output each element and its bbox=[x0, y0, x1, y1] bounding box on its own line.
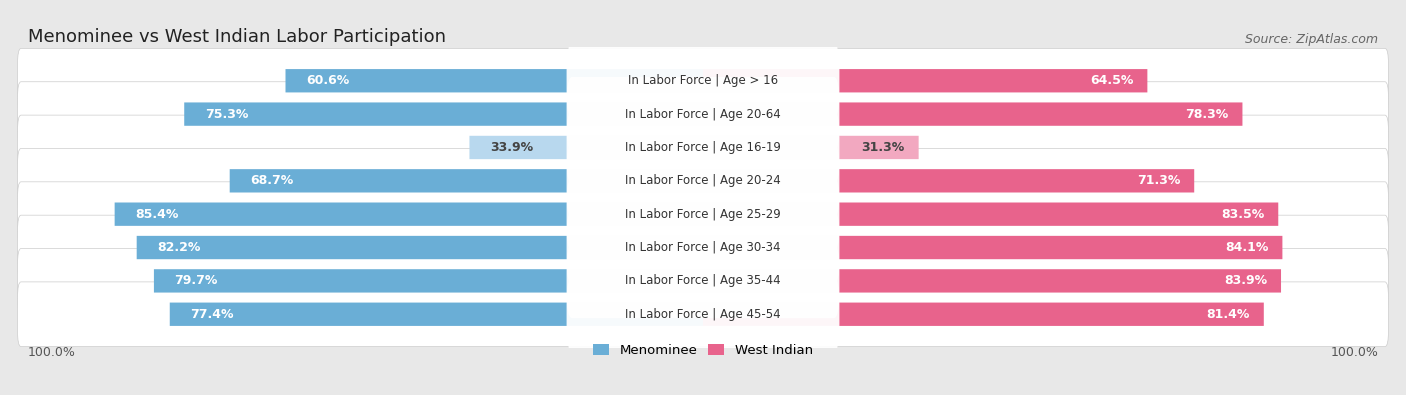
FancyBboxPatch shape bbox=[153, 269, 703, 293]
FancyBboxPatch shape bbox=[285, 69, 703, 92]
FancyBboxPatch shape bbox=[17, 82, 1389, 147]
Text: 81.4%: 81.4% bbox=[1206, 308, 1250, 321]
Text: 100.0%: 100.0% bbox=[28, 346, 76, 359]
Text: In Labor Force | Age 20-24: In Labor Force | Age 20-24 bbox=[626, 174, 780, 187]
FancyBboxPatch shape bbox=[703, 102, 1243, 126]
Text: 100.0%: 100.0% bbox=[1330, 346, 1378, 359]
Text: In Labor Force | Age 45-54: In Labor Force | Age 45-54 bbox=[626, 308, 780, 321]
FancyBboxPatch shape bbox=[703, 236, 1282, 259]
FancyBboxPatch shape bbox=[17, 182, 1389, 246]
Text: In Labor Force | Age 35-44: In Labor Force | Age 35-44 bbox=[626, 275, 780, 288]
FancyBboxPatch shape bbox=[17, 49, 1389, 113]
Text: Source: ZipAtlas.com: Source: ZipAtlas.com bbox=[1246, 33, 1378, 46]
FancyBboxPatch shape bbox=[703, 203, 1278, 226]
FancyBboxPatch shape bbox=[567, 110, 839, 184]
FancyBboxPatch shape bbox=[703, 169, 1194, 192]
FancyBboxPatch shape bbox=[703, 69, 1147, 92]
Text: 79.7%: 79.7% bbox=[174, 275, 218, 288]
Text: 71.3%: 71.3% bbox=[1137, 174, 1181, 187]
FancyBboxPatch shape bbox=[170, 303, 703, 326]
FancyBboxPatch shape bbox=[567, 43, 839, 118]
Text: 68.7%: 68.7% bbox=[250, 174, 294, 187]
FancyBboxPatch shape bbox=[567, 244, 839, 318]
Text: 83.5%: 83.5% bbox=[1222, 208, 1264, 221]
FancyBboxPatch shape bbox=[703, 269, 1281, 293]
Text: 78.3%: 78.3% bbox=[1185, 107, 1229, 120]
FancyBboxPatch shape bbox=[567, 211, 839, 285]
FancyBboxPatch shape bbox=[17, 215, 1389, 280]
Text: 64.5%: 64.5% bbox=[1090, 74, 1133, 87]
Text: In Labor Force | Age > 16: In Labor Force | Age > 16 bbox=[628, 74, 778, 87]
Text: 60.6%: 60.6% bbox=[307, 74, 350, 87]
FancyBboxPatch shape bbox=[17, 149, 1389, 213]
Text: 75.3%: 75.3% bbox=[205, 107, 249, 120]
Text: 82.2%: 82.2% bbox=[157, 241, 201, 254]
Text: 77.4%: 77.4% bbox=[190, 308, 233, 321]
FancyBboxPatch shape bbox=[567, 277, 839, 352]
FancyBboxPatch shape bbox=[17, 248, 1389, 313]
FancyBboxPatch shape bbox=[703, 136, 918, 159]
FancyBboxPatch shape bbox=[115, 203, 703, 226]
FancyBboxPatch shape bbox=[470, 136, 703, 159]
FancyBboxPatch shape bbox=[184, 102, 703, 126]
Text: In Labor Force | Age 30-34: In Labor Force | Age 30-34 bbox=[626, 241, 780, 254]
FancyBboxPatch shape bbox=[229, 169, 703, 192]
Text: 33.9%: 33.9% bbox=[491, 141, 533, 154]
Text: 83.9%: 83.9% bbox=[1225, 275, 1267, 288]
Text: In Labor Force | Age 25-29: In Labor Force | Age 25-29 bbox=[626, 208, 780, 221]
FancyBboxPatch shape bbox=[17, 282, 1389, 346]
FancyBboxPatch shape bbox=[136, 236, 703, 259]
Text: In Labor Force | Age 20-64: In Labor Force | Age 20-64 bbox=[626, 107, 780, 120]
Text: 84.1%: 84.1% bbox=[1225, 241, 1268, 254]
Text: 85.4%: 85.4% bbox=[135, 208, 179, 221]
Text: Menominee vs West Indian Labor Participation: Menominee vs West Indian Labor Participa… bbox=[28, 28, 446, 46]
FancyBboxPatch shape bbox=[17, 115, 1389, 180]
Text: In Labor Force | Age 16-19: In Labor Force | Age 16-19 bbox=[626, 141, 780, 154]
FancyBboxPatch shape bbox=[567, 77, 839, 151]
Text: 31.3%: 31.3% bbox=[862, 141, 905, 154]
Legend: Menominee, West Indian: Menominee, West Indian bbox=[588, 339, 818, 362]
FancyBboxPatch shape bbox=[567, 144, 839, 218]
FancyBboxPatch shape bbox=[703, 303, 1264, 326]
FancyBboxPatch shape bbox=[567, 177, 839, 251]
